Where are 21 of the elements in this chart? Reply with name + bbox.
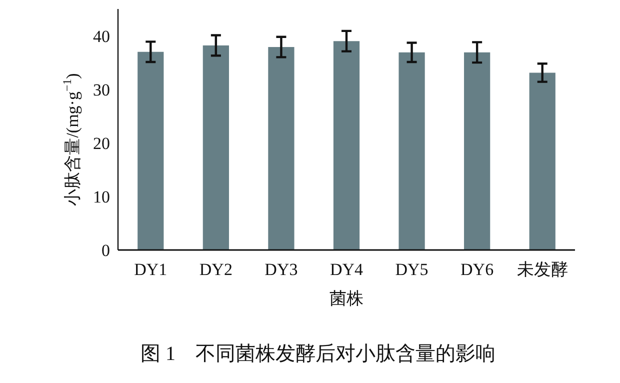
y-tick-label: 10 [93,187,110,206]
bar [398,52,425,250]
y-tick-label: 40 [93,26,110,46]
x-tick-label: DY2 [199,260,232,279]
bar [464,52,490,250]
x-tick-label: DY4 [330,260,364,279]
x-tick-label: DY3 [264,260,298,279]
bar [268,47,294,250]
x-tick-label: 未发酵 [516,260,568,279]
x-tick-label: DY5 [395,260,428,279]
y-tick-label: 20 [93,134,110,153]
bar [333,41,360,250]
x-tick-label: DY6 [460,260,494,279]
y-tick-label: 0 [102,241,110,260]
x-axis-title: 菌株 [330,289,364,308]
caption: 图 1 不同菌株发酵后对小肽含量的影响 [140,343,496,365]
x-tick-label: DY1 [134,260,168,279]
bar [202,45,229,250]
bar [138,52,164,250]
y-tick-label: 30 [93,80,110,100]
bar [529,72,556,250]
